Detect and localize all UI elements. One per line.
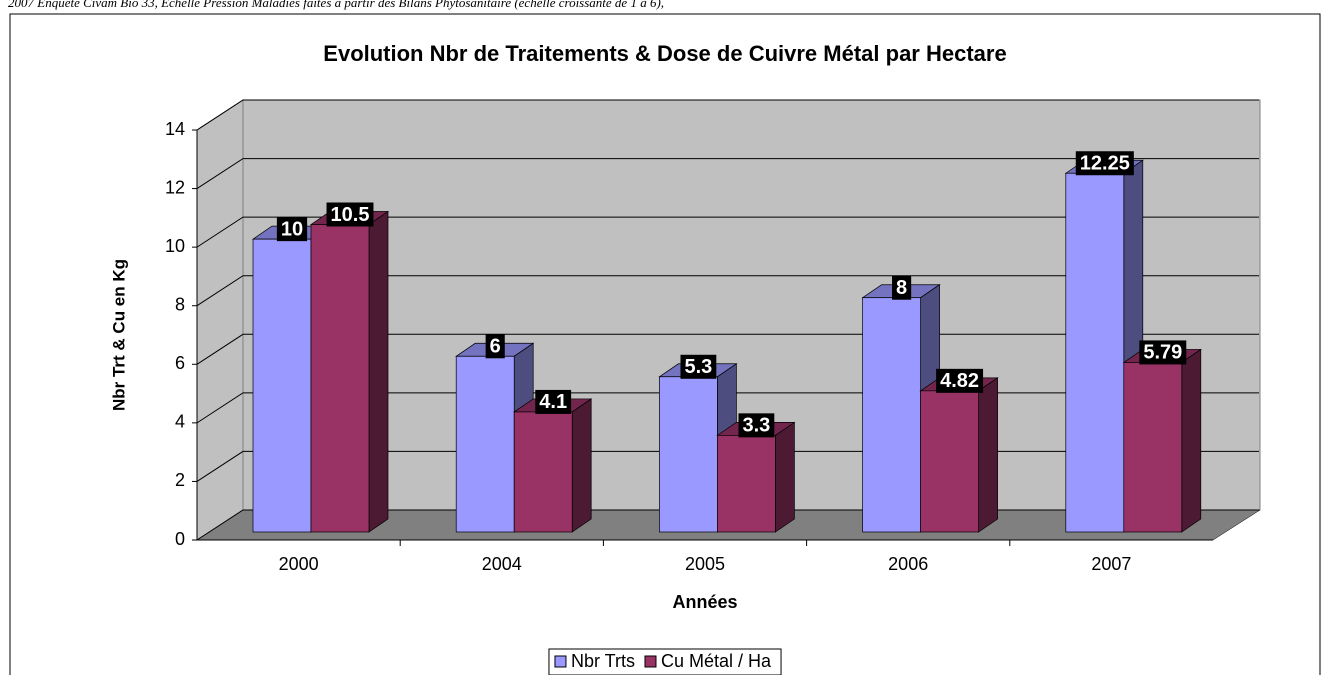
data-label: 5.3 bbox=[680, 354, 717, 379]
grid-line bbox=[196, 275, 1259, 307]
x-tick-label: 2004 bbox=[482, 554, 522, 574]
data-label-text: 4.82 bbox=[940, 370, 979, 392]
data-label: 5.79 bbox=[1139, 340, 1187, 365]
data-label-text: 10.5 bbox=[331, 204, 370, 226]
data-label-text: 6 bbox=[490, 336, 501, 358]
chart-title: Evolution Nbr de Traitements & Dose de C… bbox=[323, 41, 1006, 66]
data-label-box bbox=[936, 368, 984, 393]
data-label: 4.82 bbox=[936, 368, 984, 393]
data-label-text: 5.3 bbox=[684, 356, 712, 378]
x-tick-label: 2005 bbox=[685, 554, 725, 574]
data-label-text: 12.25 bbox=[1080, 153, 1130, 175]
x-tick-label: 2007 bbox=[1091, 554, 1131, 574]
legend-swatch bbox=[644, 655, 657, 668]
bar bbox=[513, 411, 573, 533]
bar-side bbox=[571, 398, 592, 533]
data-label-text: 3.3 bbox=[742, 415, 770, 437]
bar bbox=[1123, 362, 1183, 533]
data-label-box bbox=[276, 217, 308, 242]
data-label-box bbox=[535, 389, 572, 414]
data-label-box bbox=[680, 354, 717, 379]
bar bbox=[1065, 172, 1125, 533]
y-tick-label: 14 bbox=[165, 119, 185, 139]
data-label: 3.3 bbox=[738, 413, 775, 438]
data-label: 12.25 bbox=[1075, 151, 1134, 176]
y-tick-label: 2 bbox=[175, 470, 185, 490]
side-wall bbox=[196, 99, 244, 541]
note: 2007 Enquête Civam Bio 33, Echelle Press… bbox=[8, 0, 664, 10]
bar bbox=[920, 390, 979, 533]
data-label-box bbox=[1075, 151, 1134, 176]
y-axis-label: Nbr Trt & Cu en Kg bbox=[109, 259, 128, 411]
data-label-box bbox=[892, 275, 912, 300]
data-label: 6 bbox=[485, 334, 505, 359]
y-tick-label: 8 bbox=[175, 294, 185, 314]
legend-swatch bbox=[554, 655, 567, 668]
data-label-box bbox=[738, 413, 775, 438]
data-label-box bbox=[485, 334, 505, 359]
data-label: 4.1 bbox=[535, 389, 572, 414]
bar bbox=[455, 355, 515, 533]
y-tick-label: 10 bbox=[165, 236, 185, 256]
bar bbox=[717, 435, 776, 533]
data-label-text: 8 bbox=[896, 277, 907, 299]
y-tick-label: 0 bbox=[175, 529, 185, 549]
x-tick-label: 2006 bbox=[888, 554, 928, 574]
data-label: 8 bbox=[892, 275, 912, 300]
data-label-box bbox=[1139, 340, 1187, 365]
bar-side bbox=[368, 210, 389, 533]
y-tick-label: 4 bbox=[175, 412, 185, 432]
data-label-box bbox=[326, 202, 374, 227]
y-tick-label: 6 bbox=[175, 353, 185, 373]
data-label: 10.5 bbox=[326, 202, 374, 227]
bar-side bbox=[978, 377, 998, 533]
bar bbox=[252, 238, 312, 533]
x-tick-label: 2000 bbox=[279, 554, 319, 574]
bar bbox=[310, 224, 370, 533]
data-label: 10 bbox=[276, 217, 308, 242]
bar-side bbox=[1181, 348, 1202, 533]
legend-box bbox=[548, 648, 782, 675]
bar bbox=[862, 297, 921, 533]
chart-frame bbox=[9, 13, 1321, 675]
bar-side bbox=[775, 421, 795, 533]
grid-line bbox=[196, 99, 1259, 131]
grid-line bbox=[196, 216, 1259, 248]
bar bbox=[659, 376, 718, 533]
data-label-text: 5.79 bbox=[1143, 342, 1182, 364]
legend-label: Cu Métal / Ha bbox=[661, 651, 772, 671]
legend-label: Nbr Trts bbox=[571, 651, 635, 671]
y-tick-label: 12 bbox=[165, 177, 185, 197]
x-axis-label: Années bbox=[672, 592, 737, 612]
data-label-text: 10 bbox=[281, 218, 303, 240]
data-label-text: 4.1 bbox=[539, 391, 567, 413]
grid-line bbox=[196, 158, 1259, 189]
